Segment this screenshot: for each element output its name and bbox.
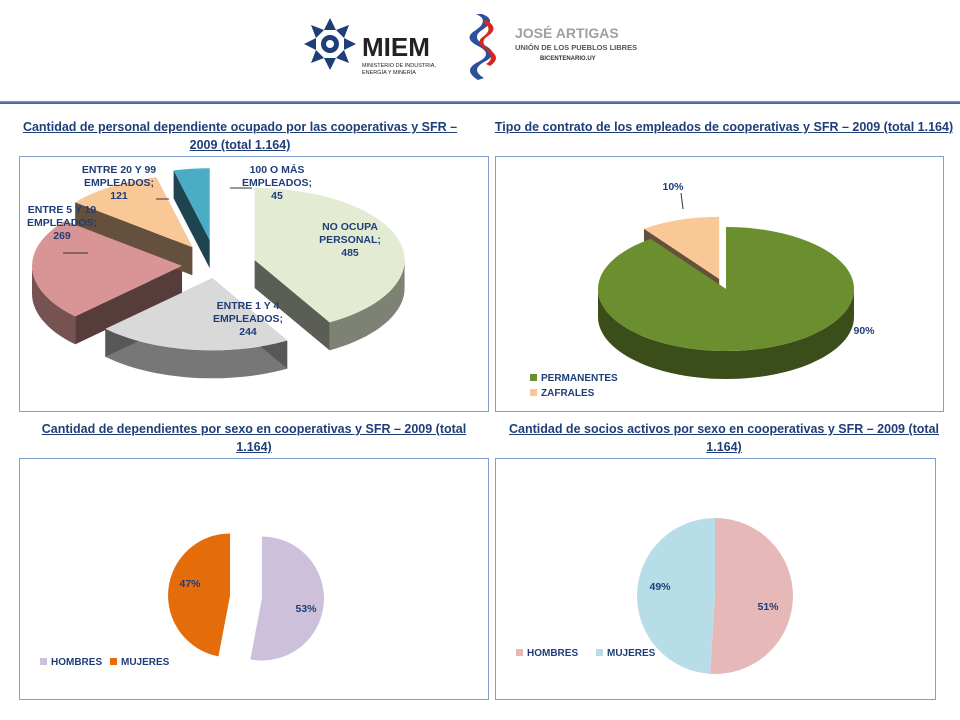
legend-zafrales-swatch (530, 389, 537, 396)
slice-entre-20-99-top (75, 177, 193, 248)
slice-no-ocupa-side (329, 260, 405, 351)
label-10: 10% (662, 181, 684, 193)
slice-entre-1-4-top (105, 278, 288, 351)
artigas-line1: JOSÉ ARTIGAS (515, 25, 619, 41)
legend-mujeres-swatch (110, 658, 117, 665)
slice-dep-hombres (250, 536, 324, 661)
chart1-title: Cantidad de personal dependiente ocupado… (22, 120, 458, 152)
slice-no-ocupa-label: NO OCUPA PERSONAL; 485 (319, 221, 381, 259)
label-49: 49% (649, 581, 671, 593)
label-90: 90% (853, 325, 875, 337)
label-47: 47% (179, 578, 201, 590)
chart3-panel: 53% 47% HOMBRES MUJERES (19, 458, 489, 700)
legend-permanentes-swatch (530, 374, 537, 381)
miem-subtitle-1: MINISTERIO DE INDUSTRIA, (362, 63, 436, 69)
slice-entre-1-4-label: ENTRE 1 Y 4 EMPLEADOS; 244 (213, 300, 283, 338)
slice-dep-mujeres (168, 533, 231, 657)
label-53: 53% (295, 603, 317, 615)
slice-permanentes-top (598, 227, 854, 351)
chart4-svg: 51% 49% HOMBRES MUJERES (516, 518, 794, 674)
chart4-panel: 51% 49% HOMBRES MUJERES (495, 458, 936, 700)
slice-permanentes-side (598, 289, 854, 379)
slice-zafrales-top (643, 216, 720, 279)
page-header: MIEM MINISTERIO DE INDUSTRIA, ENERGÍA Y … (0, 0, 960, 100)
legend-hombres-swatch (40, 658, 47, 665)
chart2-title: Tipo de contrato de los empleados de coo… (494, 120, 954, 134)
chart2-svg: 90% 10% PERMANENTES ZAFRALES (530, 181, 875, 399)
legend-hombres-swatch (516, 649, 523, 656)
slice-soc-hombres (710, 518, 794, 674)
legend-hombres-label: HOMBRES (527, 648, 578, 659)
slice-entre-5-19-face-0 (75, 265, 183, 345)
legend-mujeres-label: MUJERES (121, 657, 170, 668)
slice-soc-mujeres (637, 518, 715, 674)
header-divider (0, 101, 960, 104)
legend-hombres-label: HOMBRES (51, 657, 102, 668)
miem-subtitle-2: ENERGÍA Y MINERÍA (362, 69, 416, 76)
artigas-line3: BICENTENARIO.UY (540, 56, 596, 62)
chart1-svg: NO OCUPA PERSONAL; 485 ENTRE 1 Y 4 EMPLEADOS… (27, 163, 405, 379)
artigas-line2: UNIÓN DE LOS PUEBLOS LIBRES (515, 43, 637, 52)
ribbon-icon (469, 14, 496, 80)
legend-zafrales-label: ZAFRALES (541, 388, 595, 399)
chart4-title: Cantidad de socios activos por sexo en c… (508, 422, 939, 454)
slice-100-o-mas-top (173, 168, 210, 241)
legend-permanentes-label: PERMANENTES (541, 373, 618, 384)
artigas-logo: JOSÉ ARTIGAS UNIÓN DE LOS PUEBLOS LIBRES… (469, 14, 637, 80)
chart3-title: Cantidad de dependientes por sexo en coo… (41, 422, 467, 454)
slice-no-ocupa-face-1 (254, 260, 330, 351)
star-icon (304, 18, 356, 70)
slice-entre-5-19-label: ENTRE 5 Y 19 EMPLEADOS; 269 (27, 204, 97, 242)
slice-entre-1-4-side (105, 328, 288, 379)
chart2-panel: 90% 10% PERMANENTES ZAFRALES (495, 156, 944, 412)
label-51: 51% (757, 601, 779, 613)
slice-100-o-mas-face-0 (173, 170, 210, 269)
miem-name: MIEM (362, 32, 430, 62)
leader-line-10 (680, 192, 684, 210)
slice-entre-20-99-label: ENTRE 20 Y 99 EMPLEADOS; 121 (82, 164, 156, 202)
header-logos: MIEM MINISTERIO DE INDUSTRIA, ENERGÍA Y … (304, 14, 637, 80)
legend-mujeres-swatch (596, 649, 603, 656)
slice-no-ocupa-top (254, 188, 405, 323)
miem-logo: MIEM MINISTERIO DE INDUSTRIA, ENERGÍA Y … (304, 18, 436, 76)
slice-entre-5-19-top (32, 220, 183, 317)
chart3-svg: 53% 47% HOMBRES MUJERES (40, 533, 324, 668)
chart1-panel: NO OCUPA PERSONAL; 485 ENTRE 1 Y 4 EMPLEADOS… (19, 156, 489, 412)
slice-entre-20-99-face-0 (75, 202, 193, 276)
slice-entre-5-19-side (32, 265, 76, 345)
slice-100-o-mas-label: 100 O MÁS EMPLEADOS; 45 (242, 163, 312, 202)
legend-mujeres-label: MUJERES (607, 648, 656, 659)
